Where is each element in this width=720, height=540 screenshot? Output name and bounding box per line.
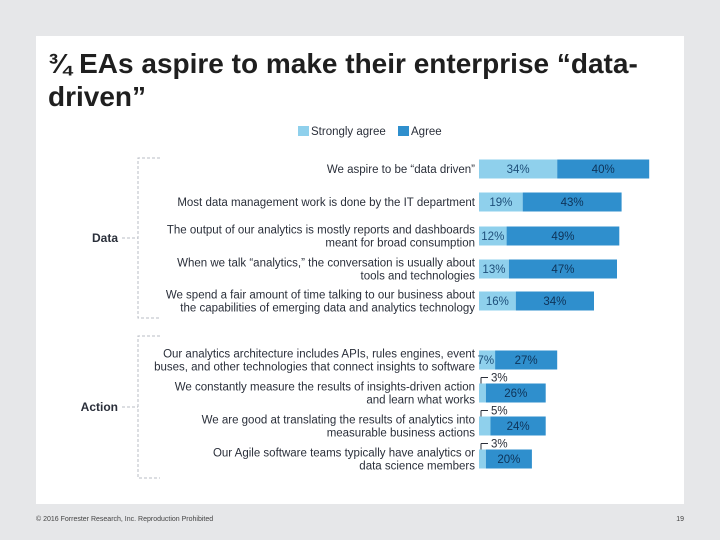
bar-agree <box>485 449 532 469</box>
category-label: We constantly measure the results of ins… <box>175 382 475 407</box>
data-label-agree: 43% <box>561 197 584 209</box>
data-label-strongly-agree: 19% <box>489 197 512 209</box>
data-label-strongly-agree: 3% <box>491 439 508 451</box>
bar-agree <box>522 192 622 212</box>
copyright-footer: © 2016 Forrester Research, Inc. Reproduc… <box>36 516 214 523</box>
bar-agree <box>506 226 620 246</box>
data-label-agree: 24% <box>507 421 530 433</box>
data-label-strongly-agree: 12% <box>481 231 504 243</box>
bar-strongly-agree <box>479 259 509 279</box>
group-label-data: Data <box>92 231 118 245</box>
bar-strongly-agree <box>479 291 516 311</box>
bar-strongly-agree <box>479 416 491 436</box>
data-label-agree: 26% <box>504 388 527 400</box>
bar-agree <box>508 259 617 279</box>
bar-strongly-agree <box>479 226 507 246</box>
bar-strongly-agree <box>479 192 523 212</box>
category-label: The output of our analytics is mostly re… <box>167 225 475 250</box>
bar-agree <box>490 416 546 436</box>
bar-strongly-agree <box>479 383 486 403</box>
bar-agree <box>495 350 558 370</box>
bar-agree <box>485 383 546 403</box>
category-label: We spend a fair amount of time talking t… <box>166 290 476 315</box>
legend-swatch-strongly-agree <box>298 126 309 136</box>
data-label-strongly-agree: 7% <box>477 355 494 367</box>
page-title: ¾ EAs aspire to make their enterprise “d… <box>48 48 638 112</box>
group-bracket-action <box>137 335 160 479</box>
data-label-strongly-agree: 3% <box>491 373 508 385</box>
bar-strongly-agree <box>479 350 496 370</box>
data-label-strongly-agree: 13% <box>482 264 505 276</box>
bar-agree <box>557 159 650 179</box>
legend-label-strongly-agree: Strongly agree <box>311 126 386 138</box>
bar-agree <box>515 291 594 311</box>
data-label-agree: 40% <box>592 164 615 176</box>
category-label: Our analytics architecture includes APIs… <box>154 349 476 374</box>
group-label-action: Action <box>81 400 118 414</box>
data-label-agree: 49% <box>551 231 574 243</box>
category-label: We are good at translating the results o… <box>202 415 476 440</box>
bar-strongly-agree <box>479 159 558 179</box>
page-number: 19 <box>676 516 684 523</box>
bar-strongly-agree <box>479 449 486 469</box>
group-bracket-data <box>137 157 160 319</box>
category-label: When we talk “analytics,” the conversati… <box>177 258 476 283</box>
legend-label-agree: Agree <box>411 126 442 138</box>
data-label-agree: 34% <box>543 296 566 308</box>
data-label-strongly-agree: 34% <box>507 164 530 176</box>
legend-swatch-agree <box>398 126 409 136</box>
data-label-agree: 47% <box>551 264 574 276</box>
data-label-strongly-agree: 5% <box>491 406 508 418</box>
category-label: Our Agile software teams typically have … <box>213 448 475 473</box>
data-label-strongly-agree: 16% <box>486 296 509 308</box>
data-label-agree: 20% <box>497 454 520 466</box>
category-label: Most data management work is done by the… <box>177 197 475 209</box>
category-label: We aspire to be “data driven” <box>327 164 475 176</box>
data-label-agree: 27% <box>515 355 538 367</box>
